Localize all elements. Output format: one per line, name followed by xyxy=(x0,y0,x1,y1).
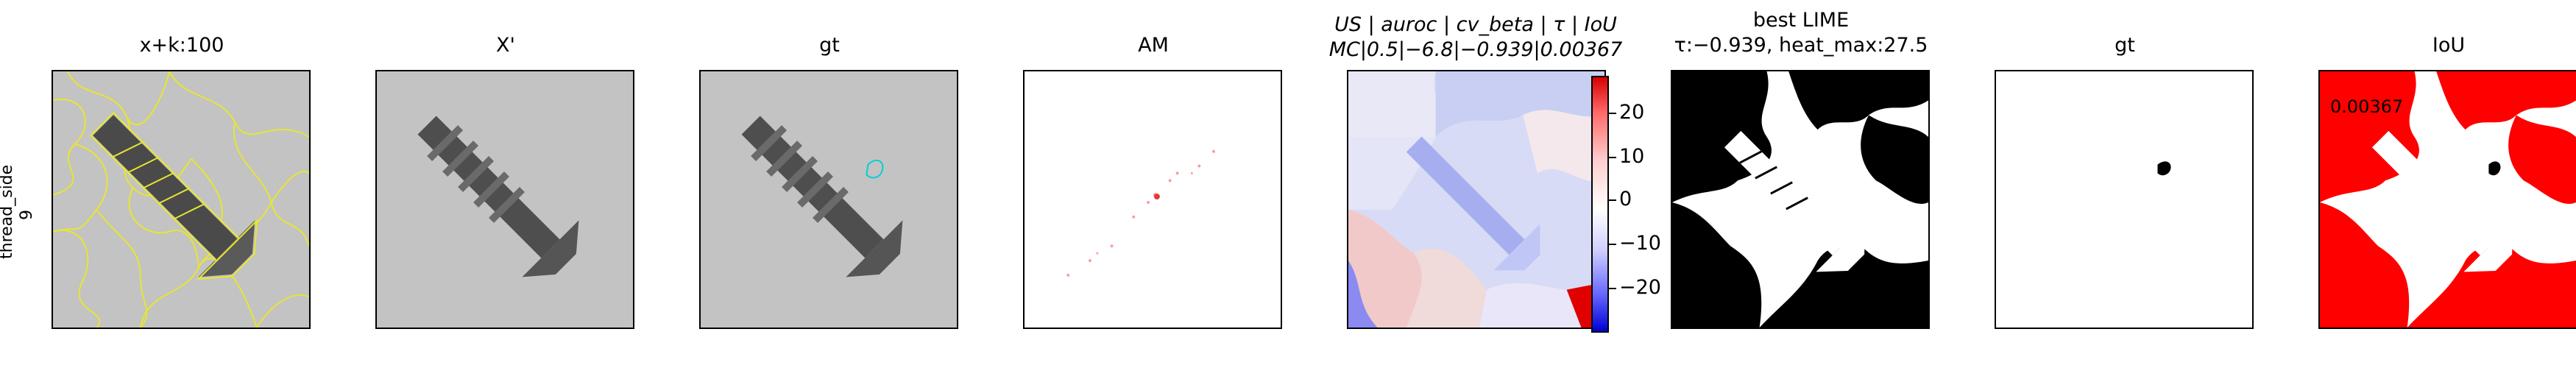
ground-truth-image xyxy=(699,70,958,329)
input-image xyxy=(375,70,634,329)
colorbar-tick xyxy=(1607,244,1616,245)
title-iou: IoU xyxy=(2432,34,2466,57)
iou-value-label: 0.00367 xyxy=(2330,96,2404,117)
title-gt-2: gt xyxy=(2115,34,2135,57)
iou-image: 0.00367 xyxy=(2318,70,2576,329)
colorbar-tick-label: 20 xyxy=(1619,101,1645,124)
title-gt: gt xyxy=(819,34,840,57)
ground-truth-mask-image xyxy=(1995,70,2254,329)
anomaly-map-image xyxy=(1023,70,1282,329)
superpixel-overlay-image xyxy=(52,70,311,329)
title-superpixels: x+k:100 xyxy=(139,34,224,57)
lime-heatmap-image xyxy=(1347,70,1606,329)
colorbar-tick-label: 10 xyxy=(1619,145,1645,168)
row-label: thread_side 9 xyxy=(0,164,41,259)
colorbar-tick xyxy=(1607,288,1616,289)
title-am: AM xyxy=(1138,34,1169,57)
colorbar-tick-label: 0 xyxy=(1619,188,1632,210)
title-metrics-values: MC|0.5|−6.8|−0.939|0.00367 xyxy=(1328,38,1623,61)
colorbar-tick-label: −20 xyxy=(1619,276,1661,299)
title-best-lime: best LIME xyxy=(1752,9,1850,32)
title-metrics-header: US | auroc | cv_beta | τ | IoU xyxy=(1334,13,1617,36)
row-label-index: 9 xyxy=(18,210,36,220)
heatmap-colorbar xyxy=(1591,76,1609,333)
colorbar-tick-label: −10 xyxy=(1619,232,1661,255)
title-xprime: X' xyxy=(496,34,515,57)
lime-mask-image xyxy=(1671,70,1930,329)
title-lime-params: τ:−0.939, heat_max:27.5 xyxy=(1674,34,1928,57)
row-label-name: thread_side xyxy=(0,164,16,259)
colorbar-tick xyxy=(1607,113,1616,114)
colorbar-tick xyxy=(1607,157,1616,158)
colorbar-tick xyxy=(1607,199,1616,201)
